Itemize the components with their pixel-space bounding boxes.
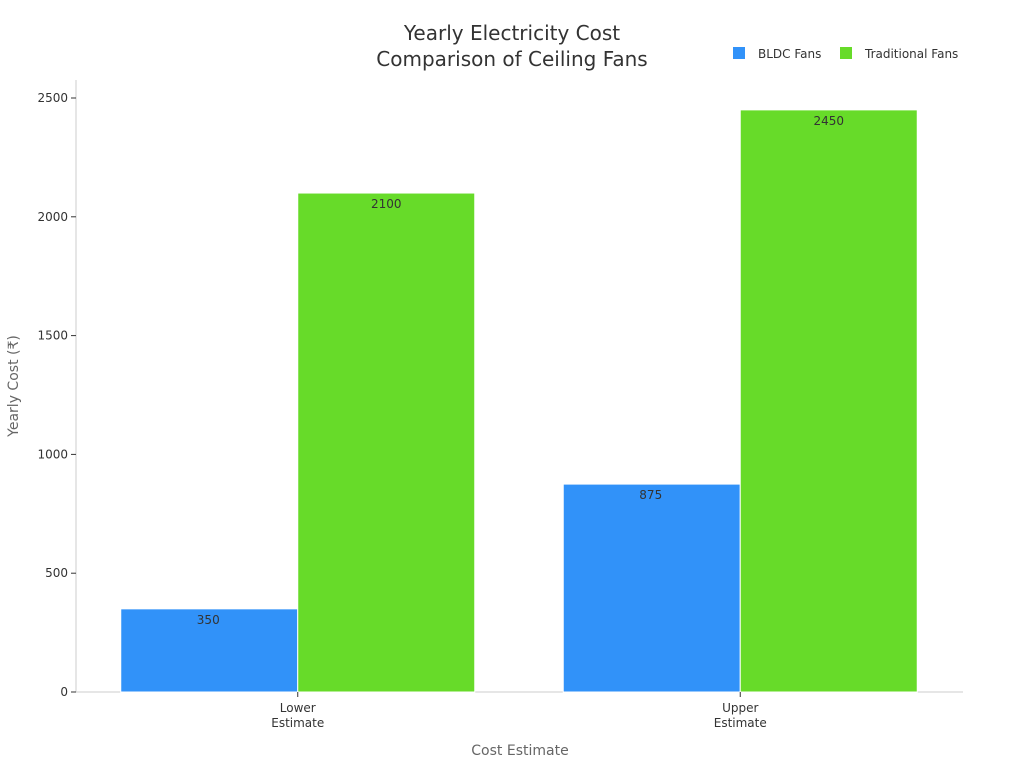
legend-swatch <box>733 47 745 59</box>
bar-bldc-fans <box>120 608 299 693</box>
data-label: 2450 <box>813 114 844 128</box>
x-tick-label: Estimate <box>271 716 324 730</box>
y-tick-label: 2000 <box>37 210 68 224</box>
bar-bldc-fans <box>562 483 741 693</box>
bar-traditional-fans <box>739 109 918 693</box>
bar-traditional-fans <box>297 192 476 693</box>
legend-swatch <box>840 47 852 59</box>
y-tick-label: 0 <box>60 685 68 699</box>
x-axis-label: Cost Estimate <box>471 743 568 759</box>
x-tick-label: Upper <box>722 701 758 715</box>
y-tick-label: 1500 <box>37 329 68 343</box>
legend-label: Traditional Fans <box>864 47 958 61</box>
x-tick-label: Estimate <box>714 716 767 730</box>
data-label: 350 <box>197 613 220 627</box>
chart-title-line-1: Yearly Electricity Cost <box>403 21 620 45</box>
y-tick-label: 1000 <box>37 447 68 461</box>
y-tick-label: 2500 <box>37 91 68 105</box>
y-axis-label: Yearly Cost (₹) <box>6 335 22 438</box>
legend: BLDC Fans Traditional Fans <box>733 47 958 61</box>
y-tick-label: 500 <box>45 566 68 580</box>
chart-title-line-2: Comparison of Ceiling Fans <box>376 47 647 71</box>
legend-label: BLDC Fans <box>758 47 821 61</box>
x-tick-label: Lower <box>280 701 316 715</box>
data-label: 875 <box>639 488 662 502</box>
data-label: 2100 <box>371 197 402 211</box>
